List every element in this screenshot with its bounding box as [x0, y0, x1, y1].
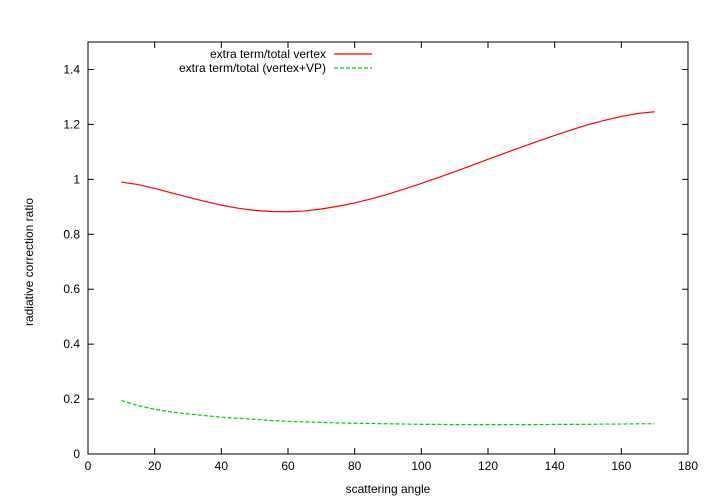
x-tick-label: 0 [85, 459, 92, 473]
y-tick-label: 0 [73, 447, 80, 461]
series-layer [121, 111, 655, 426]
x-tick-label: 80 [348, 459, 362, 473]
x-tick-label: 160 [611, 459, 631, 473]
x-tick-label: 60 [281, 459, 295, 473]
y-tick-label: 1.2 [63, 117, 80, 131]
y-tick-label: 1.4 [63, 62, 80, 76]
x-tick-label: 100 [411, 459, 431, 473]
legend-label-2: extra term/total (vertex+VP) [179, 61, 326, 75]
y-tick-label: 0.2 [63, 392, 80, 406]
plot-frame [87, 41, 689, 455]
y-tick-label: 0.6 [63, 282, 80, 296]
series-line-2 [121, 399, 655, 426]
y-axis-label: radiative correction ratio [22, 198, 36, 326]
axes: 0 20 40 60 80 100 120 140 160 180 0 0.2 0.4 0.6 0.8 1 1.… [63, 41, 698, 473]
y-tick-label: 0.4 [63, 337, 80, 351]
x-tick-label: 20 [148, 459, 162, 473]
x-tick-label: 40 [215, 459, 229, 473]
legend-label-1: extra term/total vertex [210, 47, 326, 61]
series-line-1 [121, 111, 655, 213]
y-tick-label: 0.8 [63, 227, 80, 241]
x-tick-label: 120 [478, 459, 498, 473]
y-tick-label: 1 [73, 172, 80, 186]
x-tick-label: 140 [545, 459, 565, 473]
x-tick-label: 180 [678, 459, 698, 473]
x-axis-label: scattering angle [346, 482, 431, 496]
